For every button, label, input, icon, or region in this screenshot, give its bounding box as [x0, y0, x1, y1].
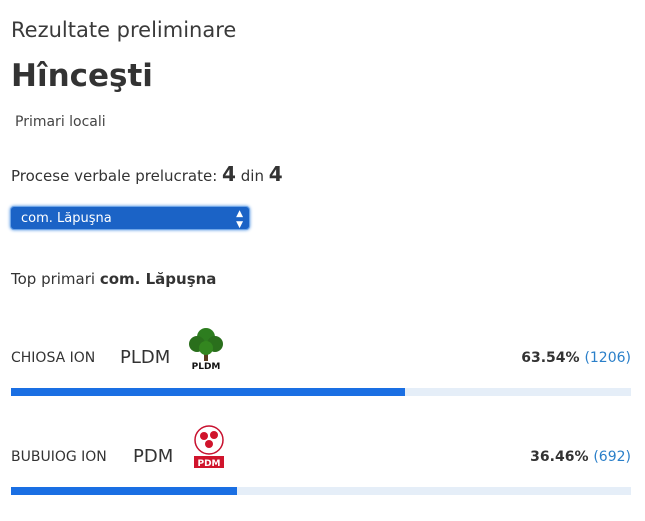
title: Hînceşti — [11, 58, 153, 94]
top-label: Top primari — [11, 270, 96, 288]
votes: (692) — [593, 449, 631, 465]
party-logo: PDM — [194, 425, 224, 469]
progress-label: Procese verbale prelucrate: — [11, 167, 218, 185]
top-locality: com. Lăpuşna — [99, 270, 217, 288]
processed-count: 4 — [222, 162, 236, 186]
candidate-row: CHIOSA ION PLDM PLDM 63.54% (1206) — [0, 328, 645, 398]
subtitle: Rezultate preliminare — [11, 18, 237, 42]
percent: 63.54% — [521, 350, 580, 366]
candidate-name: BUBUIOG ION — [11, 449, 107, 465]
select-arrow: ▲ ▼ — [236, 209, 243, 230]
result: 63.54% (1206) — [521, 350, 631, 366]
selected-option: com. Lăpuşna — [21, 211, 112, 226]
bar-track — [11, 388, 631, 396]
candidate-name: CHIOSA ION — [11, 350, 96, 366]
election-type: Primari locali — [15, 114, 106, 130]
party-name: PDM — [133, 446, 174, 467]
party-name: PLDM — [120, 347, 171, 368]
separator: din — [240, 167, 264, 185]
result: 36.46% (692) — [530, 449, 631, 465]
locality-select[interactable]: com. Lăpuşna ▲ ▼ — [10, 206, 250, 230]
logo-text: PDM — [197, 459, 220, 469]
top-heading: Top primari com. Lăpuşna — [11, 270, 216, 288]
total-count: 4 — [268, 162, 283, 186]
candidate-row: BUBUIOG ION PDM PDM 36.46% (692) — [0, 425, 645, 497]
votes: (1206) — [584, 350, 631, 366]
logo-text: PLDM — [192, 362, 221, 372]
bar-track — [11, 487, 631, 495]
party-logo: PLDM — [189, 328, 223, 372]
bar — [11, 388, 405, 396]
bar — [11, 487, 238, 495]
progress: Procese verbale prelucrate: 4 din 4 — [11, 162, 283, 186]
percent: 36.46% — [530, 449, 589, 465]
